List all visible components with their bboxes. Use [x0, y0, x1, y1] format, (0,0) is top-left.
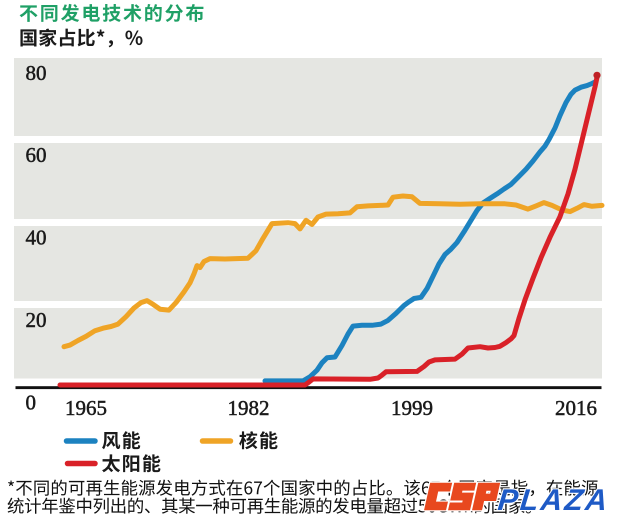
svg-text:1982: 1982 [228, 396, 270, 420]
svg-text:0: 0 [26, 390, 37, 414]
svg-text:20: 20 [26, 308, 47, 332]
svg-text:PLAZA: PLAZA [496, 484, 611, 517]
svg-text:2016: 2016 [555, 396, 597, 420]
svg-text:60: 60 [26, 143, 47, 167]
svg-text:1965: 1965 [65, 396, 107, 420]
svg-text:1999: 1999 [391, 396, 433, 420]
svg-text:80: 80 [26, 61, 47, 85]
svg-text:40: 40 [26, 226, 47, 250]
